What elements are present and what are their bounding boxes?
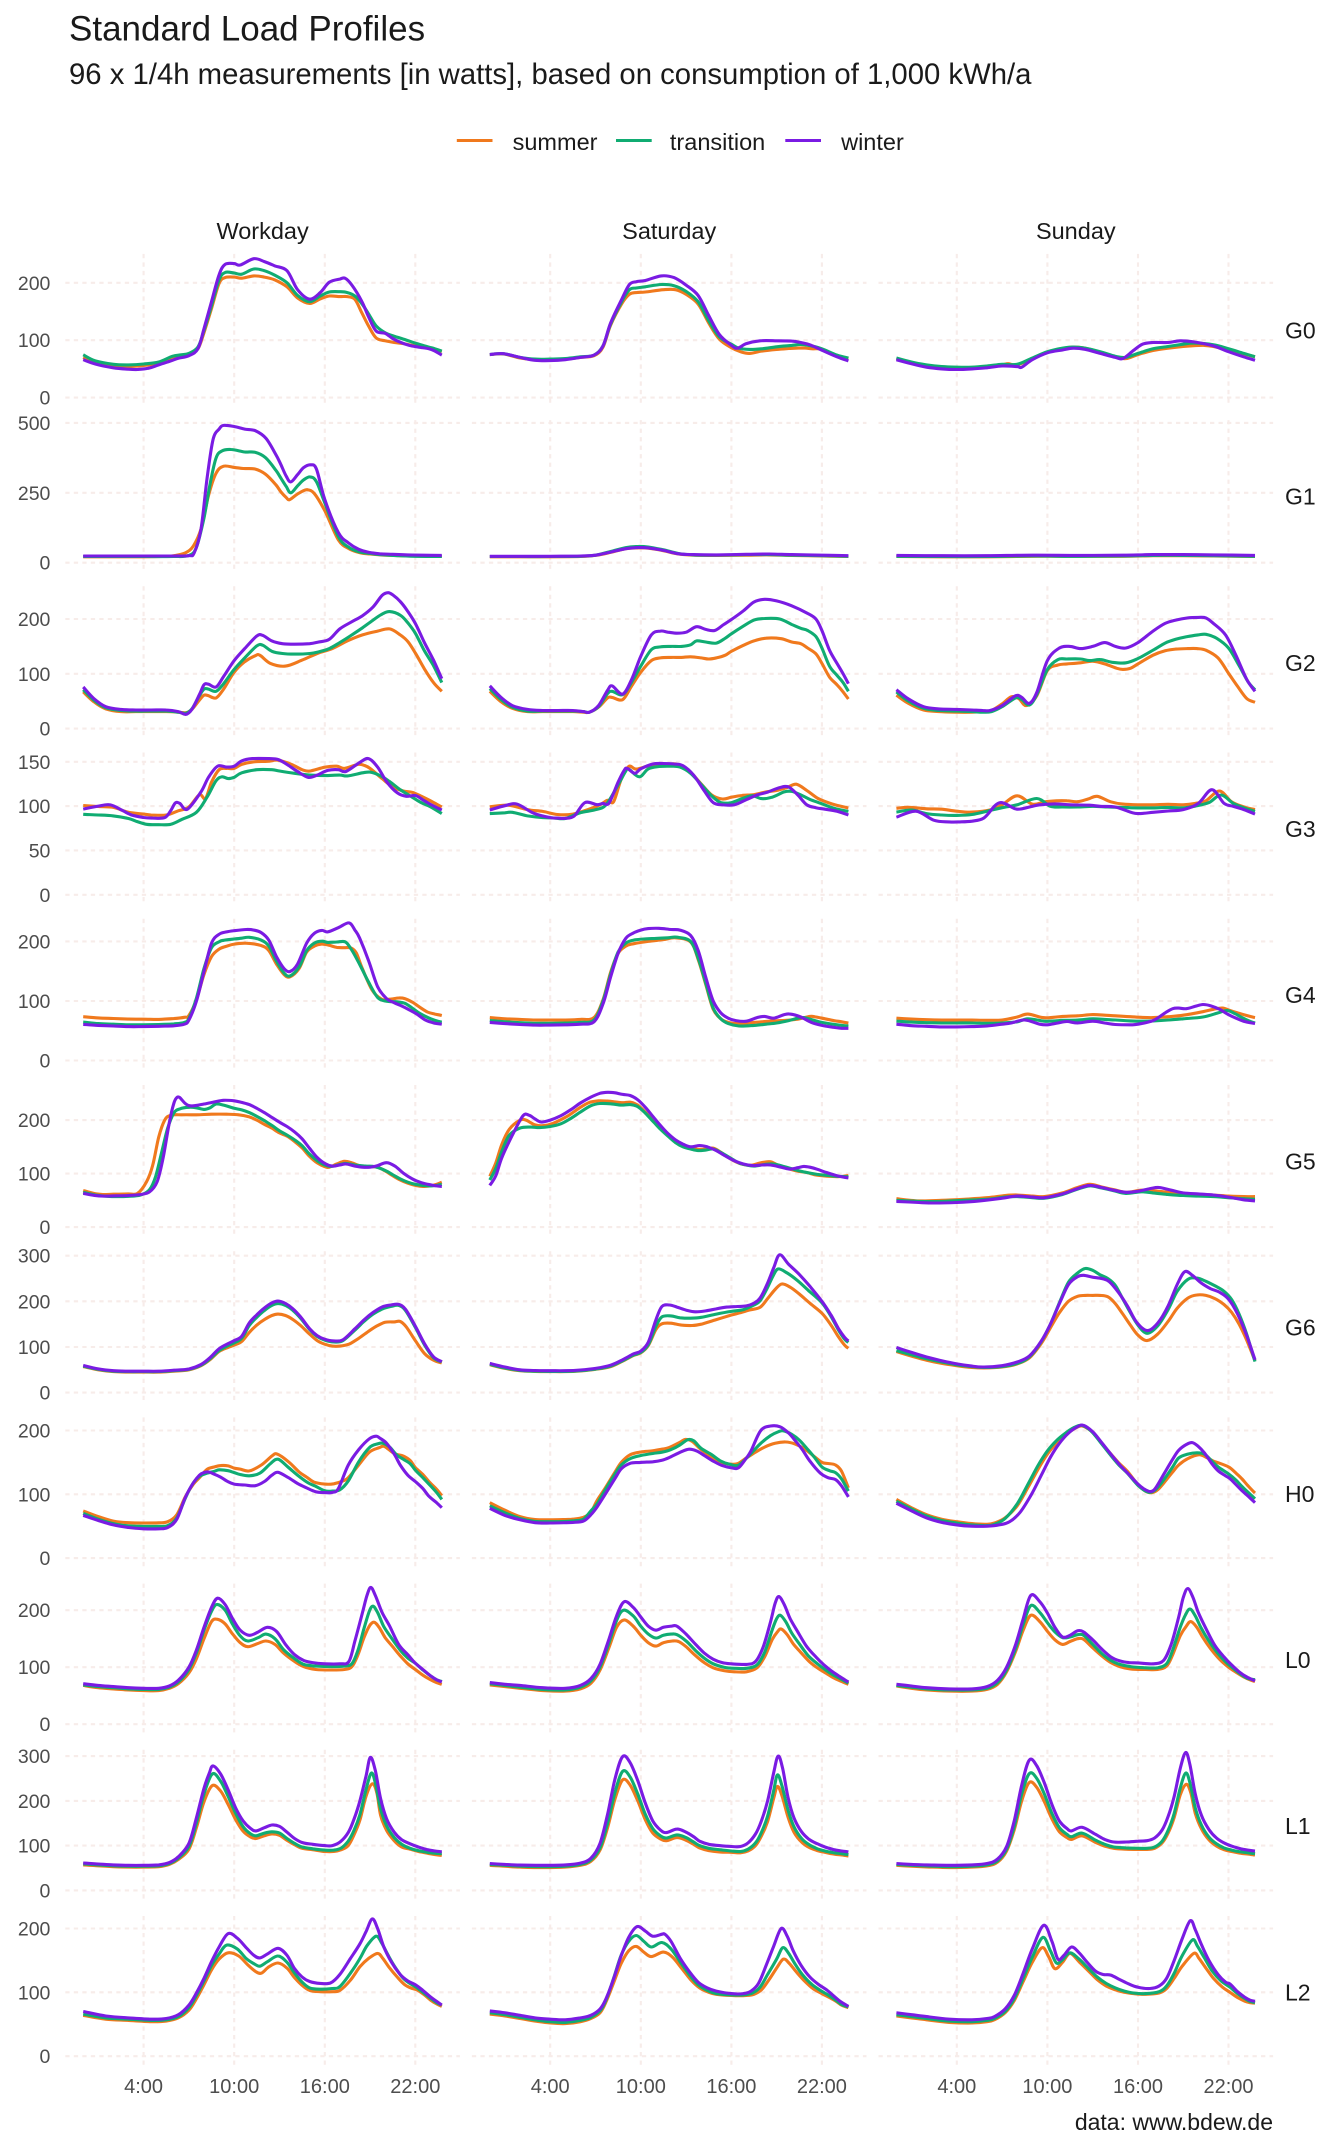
svg-text:250: 250 bbox=[18, 483, 51, 505]
svg-text:G6: G6 bbox=[1285, 1315, 1316, 1341]
svg-text:summer: summer bbox=[513, 129, 598, 155]
svg-text:22:00: 22:00 bbox=[797, 2076, 847, 2098]
svg-text:200: 200 bbox=[18, 609, 51, 631]
svg-text:100: 100 bbox=[18, 1337, 51, 1359]
svg-text:16:00: 16:00 bbox=[1113, 2076, 1163, 2098]
svg-text:0: 0 bbox=[40, 1217, 51, 1239]
svg-text:100: 100 bbox=[18, 1657, 51, 1679]
svg-text:0: 0 bbox=[40, 885, 51, 907]
svg-text:100: 100 bbox=[18, 1836, 51, 1858]
svg-text:0: 0 bbox=[40, 1051, 51, 1073]
svg-text:G3: G3 bbox=[1285, 816, 1316, 842]
svg-text:200: 200 bbox=[18, 1421, 51, 1443]
svg-text:4:00: 4:00 bbox=[937, 2076, 976, 2098]
svg-text:0: 0 bbox=[40, 388, 51, 410]
svg-text:4:00: 4:00 bbox=[531, 2076, 570, 2098]
svg-text:Sunday: Sunday bbox=[1036, 218, 1116, 244]
svg-text:winter: winter bbox=[840, 129, 904, 155]
svg-text:10:00: 10:00 bbox=[616, 2076, 666, 2098]
svg-text:4:00: 4:00 bbox=[124, 2076, 163, 2098]
svg-text:200: 200 bbox=[18, 1600, 51, 1622]
svg-text:300: 300 bbox=[18, 1746, 51, 1768]
svg-text:96 x 1/4h measurements [in wat: 96 x 1/4h measurements [in watts], based… bbox=[69, 58, 1032, 91]
svg-text:L0: L0 bbox=[1285, 1647, 1311, 1673]
svg-text:22:00: 22:00 bbox=[390, 2076, 440, 2098]
svg-text:0: 0 bbox=[40, 1714, 51, 1736]
svg-text:0: 0 bbox=[40, 1383, 51, 1405]
svg-text:G5: G5 bbox=[1285, 1149, 1316, 1175]
svg-text:100: 100 bbox=[18, 330, 51, 352]
svg-text:0: 0 bbox=[40, 1880, 51, 1902]
svg-text:0: 0 bbox=[40, 553, 51, 575]
svg-text:100: 100 bbox=[18, 991, 51, 1013]
svg-text:100: 100 bbox=[18, 1484, 51, 1506]
svg-text:16:00: 16:00 bbox=[706, 2076, 756, 2098]
svg-text:G4: G4 bbox=[1285, 982, 1316, 1008]
svg-text:200: 200 bbox=[18, 931, 51, 953]
svg-text:150: 150 bbox=[18, 752, 51, 774]
svg-text:300: 300 bbox=[18, 1246, 51, 1268]
svg-text:200: 200 bbox=[18, 273, 51, 295]
svg-text:L1: L1 bbox=[1285, 1813, 1311, 1839]
svg-text:data: www.bdew.de: data: www.bdew.de bbox=[1075, 2109, 1273, 2135]
svg-text:200: 200 bbox=[18, 1919, 51, 1941]
svg-text:22:00: 22:00 bbox=[1203, 2076, 1253, 2098]
svg-text:500: 500 bbox=[18, 413, 51, 435]
svg-text:10:00: 10:00 bbox=[209, 2076, 259, 2098]
svg-text:100: 100 bbox=[18, 664, 51, 686]
svg-text:H0: H0 bbox=[1285, 1481, 1314, 1507]
svg-text:50: 50 bbox=[29, 840, 51, 862]
svg-text:100: 100 bbox=[18, 1982, 51, 2004]
svg-text:G2: G2 bbox=[1285, 650, 1316, 676]
svg-text:100: 100 bbox=[18, 1164, 51, 1186]
svg-text:G1: G1 bbox=[1285, 484, 1316, 510]
svg-text:L2: L2 bbox=[1285, 1980, 1311, 2006]
svg-text:G0: G0 bbox=[1285, 317, 1316, 343]
svg-text:Saturday: Saturday bbox=[622, 218, 716, 244]
svg-text:0: 0 bbox=[40, 719, 51, 741]
svg-text:200: 200 bbox=[18, 1791, 51, 1813]
svg-text:200: 200 bbox=[18, 1291, 51, 1313]
svg-text:0: 0 bbox=[40, 2046, 51, 2068]
svg-text:16:00: 16:00 bbox=[300, 2076, 350, 2098]
svg-text:Workday: Workday bbox=[216, 218, 309, 244]
svg-text:0: 0 bbox=[40, 1548, 51, 1570]
svg-text:transition: transition bbox=[670, 129, 765, 155]
svg-text:Standard Load Profiles: Standard Load Profiles bbox=[69, 10, 425, 49]
svg-text:10:00: 10:00 bbox=[1022, 2076, 1072, 2098]
svg-text:200: 200 bbox=[18, 1110, 51, 1132]
svg-text:100: 100 bbox=[18, 796, 51, 818]
